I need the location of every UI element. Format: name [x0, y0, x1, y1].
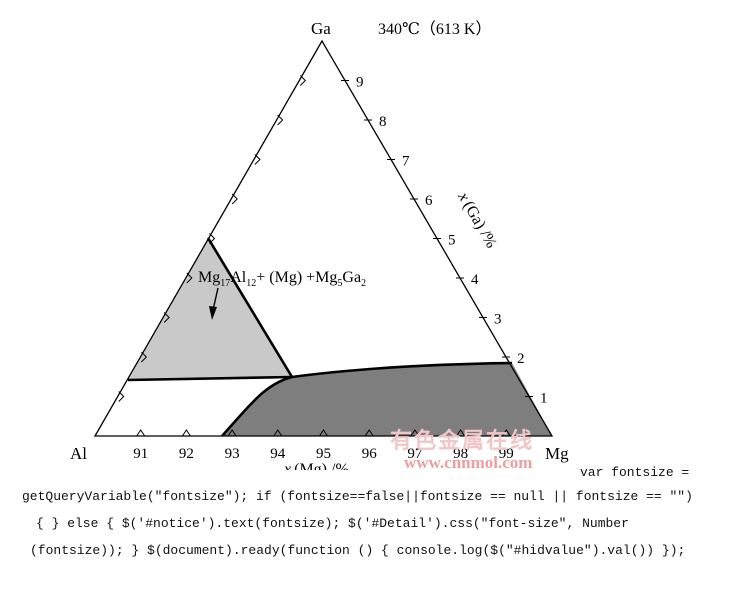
left-edge-tick — [254, 154, 261, 165]
diagram-title: 340℃（613 K） — [378, 20, 491, 38]
right-edge-tick-label: 1 — [540, 391, 548, 407]
right-edge-tick-label: 2 — [517, 351, 525, 367]
code-text-line-1: var fontsize = — [580, 465, 690, 480]
bottom-edge-tick — [319, 429, 328, 437]
bottom-edge-tick-label: 97 — [407, 446, 423, 462]
boundary-left — [206, 237, 294, 378]
boundary-lower — [221, 375, 293, 437]
left-edge-tick — [299, 75, 307, 86]
region-label: Mg17Al12+ (Mg) +Mg5Ga2 — [198, 269, 366, 289]
right-edge-tick-label: 3 — [494, 312, 502, 328]
region-arrow — [209, 287, 219, 320]
boundary-upper — [291, 361, 513, 379]
bottom-edge-tick — [410, 429, 420, 437]
right-edge-tick-label: 8 — [379, 114, 387, 130]
code-text-line-4: (fontsize)); } $(document).ready(functio… — [30, 543, 686, 558]
right-edge-tick-label: 4 — [471, 272, 479, 288]
bottom-edge-tick-label: 91 — [133, 446, 148, 462]
bottom-edge-tick — [501, 429, 511, 437]
vertex-label-ga: Ga — [311, 19, 331, 38]
bottom-edge-tick — [456, 429, 466, 437]
left-edge-tick — [209, 233, 216, 244]
code-text-line-2: getQueryVariable("fontsize"); if (fontsi… — [22, 489, 693, 504]
left-edge-tick — [277, 114, 284, 126]
dark-gray-region — [222, 363, 552, 436]
bottom-edge-tick-label: 99 — [499, 446, 514, 462]
left-edge-tick — [231, 193, 238, 205]
bottom-edge-tick — [273, 429, 283, 437]
bottom-edge-tick — [136, 429, 146, 437]
left-edge-tick — [118, 391, 125, 402]
bottom-edge-tick-label: 94 — [270, 446, 286, 462]
left-edge-ticks — [118, 75, 307, 402]
bottom-edge-tick — [227, 429, 237, 437]
bottom-edge-tick — [364, 429, 374, 437]
left-edge-tick — [163, 312, 170, 323]
right-edge-ticks: 1 2 3 4 5 6 7 8 9 — [341, 75, 548, 407]
bottom-edge-tick-label: 95 — [316, 446, 331, 462]
watermark-chinese: 有色金属在线 — [390, 428, 534, 454]
vertex-label-al: Al — [70, 444, 87, 463]
bottom-edge-ticks: 91 92 93 94 95 96 97 98 99 — [133, 429, 514, 462]
left-edge-tick — [186, 272, 193, 284]
right-edge-tick-label: 5 — [448, 233, 456, 249]
bottom-edge-tick-label: 98 — [453, 446, 468, 462]
ternary-phase-diagram: 1 2 3 4 5 6 7 8 9 91 92 93 94 95 96 97 98 99 Ga Al Mg 34… — [70, 19, 570, 470]
left-edge-tick — [141, 351, 148, 363]
code-text-line-3: { } else { $('#notice').text(fontsize); … — [36, 516, 629, 531]
boundary-mid — [127, 375, 293, 382]
bottom-edge-tick-label: 93 — [225, 446, 240, 462]
right-edge-tick-label: 6 — [425, 193, 433, 209]
bottom-axis-title: x (Mg) /% — [283, 461, 349, 470]
bottom-edge-tick-label: 96 — [362, 446, 378, 462]
right-edge-tick-label: 9 — [356, 75, 364, 91]
vertex-label-mg: Mg — [545, 444, 569, 463]
watermark-url: www.cnnmol.com — [404, 453, 532, 470]
bottom-edge-tick-label: 92 — [179, 446, 194, 462]
bottom-edge-tick — [181, 429, 191, 437]
right-edge-tick-label: 7 — [402, 154, 410, 170]
